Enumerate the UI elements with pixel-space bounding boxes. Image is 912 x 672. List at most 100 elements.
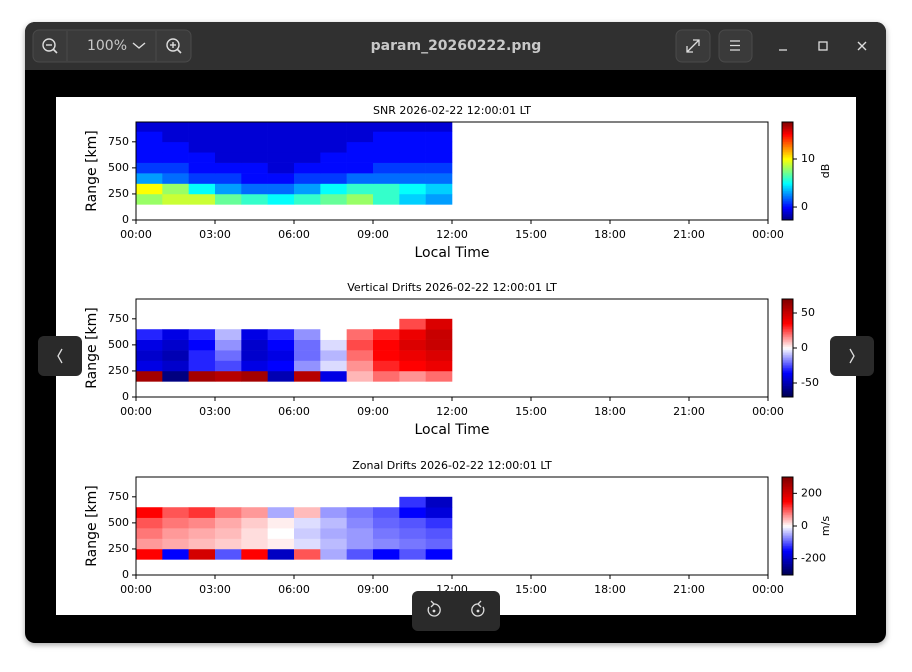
heatmap-cell	[320, 141, 347, 153]
colorbar-step	[782, 193, 793, 196]
heatmap-cell	[294, 122, 321, 132]
colorbar-step	[782, 357, 793, 360]
rotate-left-button[interactable]	[427, 600, 441, 617]
heatmap-cell	[162, 193, 189, 205]
heatmap-cell	[162, 339, 189, 351]
heatmap-cell	[162, 152, 189, 163]
heatmap-cell	[399, 339, 426, 351]
colorbar-step	[782, 195, 793, 198]
colorbar-step	[782, 161, 793, 164]
colorbar-tick-label: 50	[801, 306, 815, 319]
colorbar-step	[782, 557, 793, 560]
colorbar-step	[782, 310, 793, 313]
colorbar-step	[782, 493, 793, 496]
heatmap-cell	[399, 507, 426, 518]
colorbar-step	[782, 177, 793, 180]
heatmap-cell	[162, 370, 189, 382]
colorbar-step	[782, 351, 793, 354]
fullscreen-button[interactable]	[675, 29, 711, 63]
heatmap-cell	[241, 370, 268, 382]
colorbar-step	[782, 379, 793, 382]
heatmap-cell	[136, 507, 163, 518]
close-button[interactable]	[857, 41, 867, 51]
y-tick-label: 0	[122, 568, 129, 581]
heatmap-cell	[373, 350, 400, 361]
menu-button[interactable]	[718, 29, 753, 63]
colorbar-step	[782, 542, 793, 545]
x-tick-label: 18:00	[594, 228, 626, 241]
colorbar-step	[782, 478, 793, 481]
next-button[interactable]	[830, 336, 874, 376]
heatmap-cell	[425, 548, 453, 560]
maximize-button[interactable]	[818, 41, 828, 51]
colorbar-step	[782, 333, 793, 336]
zoom-out-button[interactable]	[42, 38, 58, 54]
colorbar-step	[782, 141, 793, 144]
header-bar	[25, 22, 886, 70]
heatmap-cell	[399, 193, 426, 205]
heatmap-cell	[267, 548, 295, 560]
colorbar-step	[782, 167, 793, 170]
heatmap-cell	[136, 538, 163, 550]
heatmap-cell	[320, 548, 347, 560]
heatmap-cell	[136, 141, 163, 153]
heatmap-cell	[294, 548, 321, 560]
heatmap-cell	[425, 122, 453, 132]
heatmap-cell	[241, 193, 268, 205]
heatmap-cell	[373, 329, 400, 340]
colorbar-step	[782, 537, 793, 540]
colorbar-step	[782, 122, 793, 125]
heatmap-cell	[373, 538, 400, 550]
colorbar-step	[782, 372, 793, 375]
colorbar-step	[782, 341, 793, 344]
heatmap-cell	[188, 507, 216, 518]
heatmap-cell	[373, 528, 400, 539]
heatmap-cell	[346, 173, 374, 184]
colorbar-step	[782, 563, 793, 566]
x-tick-label: 15:00	[515, 228, 547, 241]
heatmap-cell	[136, 339, 163, 351]
rotate-right-button[interactable]	[471, 600, 485, 617]
heatmap-cell	[136, 131, 163, 143]
rotate-toolbar	[412, 591, 500, 631]
colorbar-step	[782, 320, 793, 323]
zoom-dropdown[interactable]	[132, 42, 146, 49]
colorbar-step	[782, 215, 793, 218]
colorbar-frame	[781, 121, 794, 221]
heatmap-cell	[136, 122, 163, 132]
heatmap-cell	[346, 538, 374, 550]
colorbar-step	[782, 481, 793, 484]
zoom-level[interactable]: 100%	[87, 38, 127, 54]
colorbar-step	[782, 511, 793, 514]
heatmap-cell	[215, 141, 242, 153]
colorbar-step	[782, 318, 793, 321]
heatmap-cell	[425, 538, 453, 550]
heatmap-cell	[425, 528, 453, 539]
heatmap-cell	[425, 152, 453, 163]
heatmap-cell	[399, 329, 426, 340]
colorbar-step	[782, 184, 793, 187]
colorbar-step	[782, 339, 793, 342]
colorbar-step	[782, 182, 793, 185]
colorbar-step	[782, 334, 793, 337]
colorbar-step	[782, 367, 793, 370]
heatmap-cell	[399, 152, 426, 163]
colorbar-step	[782, 174, 793, 177]
heatmap-cell	[162, 141, 189, 153]
heatmap-cell	[373, 548, 400, 560]
colorbar-step	[782, 558, 793, 561]
colorbar-step	[782, 307, 793, 310]
heatmap-cell	[136, 360, 163, 372]
heatmap-cell	[346, 517, 374, 529]
colorbar-step	[782, 573, 793, 576]
colorbar-step	[782, 490, 793, 493]
colorbar-step	[782, 370, 793, 373]
heatmap-cell	[399, 538, 426, 550]
colorbar-step	[782, 197, 793, 200]
prev-button[interactable]	[38, 336, 82, 376]
colorbar-step	[782, 501, 793, 504]
colorbar-step	[782, 529, 793, 532]
zoom-in-button[interactable]	[166, 38, 182, 54]
colorbar-step	[782, 144, 793, 147]
heatmap-cell	[320, 528, 347, 539]
